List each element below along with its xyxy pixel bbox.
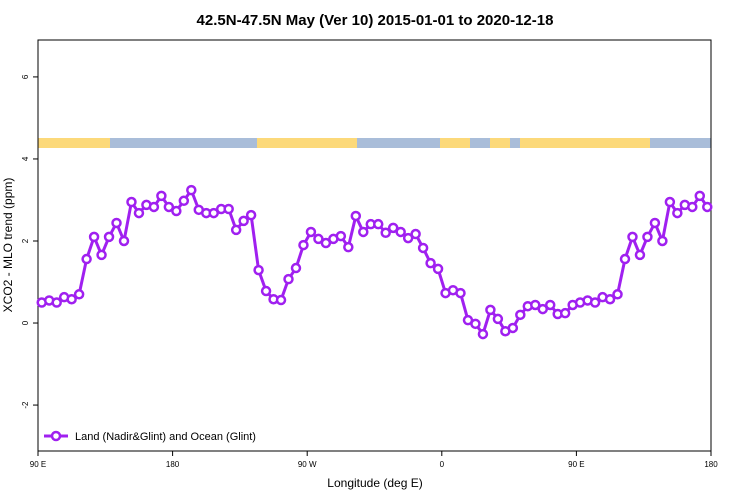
data-point <box>544 299 556 311</box>
data-point <box>410 228 421 240</box>
data-point <box>178 195 190 207</box>
x-axis-label: Longitude (deg E) <box>327 476 422 490</box>
y-tick-label: 0 <box>21 320 30 325</box>
data-point <box>171 205 182 217</box>
data-point <box>350 210 362 222</box>
data-point <box>657 235 668 247</box>
data-point <box>380 227 391 239</box>
y-tick-label: 2 <box>21 238 30 243</box>
x-tick-label: 90 W <box>298 460 317 469</box>
data-point <box>320 237 332 249</box>
data-point <box>485 304 496 316</box>
data-point <box>530 299 541 311</box>
data-point <box>642 231 653 243</box>
y-tick-label: 4 <box>21 156 30 161</box>
data-point <box>672 207 683 219</box>
data-point <box>455 287 466 299</box>
data-point <box>275 294 287 306</box>
data-point <box>559 307 571 319</box>
land-ocean-strip <box>38 138 711 148</box>
data-point <box>238 215 249 227</box>
x-tick-label: 90 E <box>30 460 46 469</box>
data-point <box>664 196 676 208</box>
data-point <box>73 289 85 300</box>
data-point <box>148 201 160 213</box>
data-point <box>163 201 175 213</box>
x-tick-label: 90 E <box>568 460 584 469</box>
data-point <box>477 328 489 340</box>
data-point <box>313 233 324 245</box>
y-axis-label: XCO2 - MLO trend (ppm) <box>1 178 15 313</box>
data-point <box>612 289 623 300</box>
legend-marker <box>50 430 62 442</box>
data-point <box>604 293 616 305</box>
data-point <box>417 242 429 254</box>
x-tick-label: 0 <box>440 460 445 469</box>
data-point <box>156 190 167 202</box>
y-tick-label: 6 <box>21 74 30 79</box>
data-point <box>253 264 264 276</box>
data-point <box>694 190 706 202</box>
data-point <box>208 207 219 219</box>
data-point <box>358 226 369 238</box>
data-point <box>96 249 107 261</box>
data-point <box>66 293 77 305</box>
data-point <box>372 218 384 230</box>
data-point <box>88 231 100 243</box>
data-point <box>305 226 317 238</box>
data-point <box>634 249 646 261</box>
data-point <box>387 222 399 234</box>
y-tick-label: -2 <box>21 401 30 409</box>
data-point <box>619 253 631 265</box>
data-point <box>133 207 145 219</box>
plot-frame <box>37 39 712 452</box>
data-point <box>649 217 661 229</box>
x-tick-label: 180 <box>704 460 718 469</box>
legend-label: Land (Nadir&Glint) and Ocean (Glint) <box>75 431 256 443</box>
data-point <box>111 217 122 229</box>
data-point <box>432 263 444 275</box>
data-point <box>515 309 526 321</box>
data-point <box>126 196 137 208</box>
data-point <box>589 297 601 308</box>
data-point <box>507 322 519 334</box>
data-point <box>627 231 638 243</box>
data-point <box>51 297 62 308</box>
data-point <box>260 285 272 297</box>
data-point <box>537 303 548 315</box>
data-point <box>702 201 713 213</box>
data-point <box>687 201 698 213</box>
data-point <box>223 203 234 215</box>
chart-title: 42.5N-47.5N May (Ver 10) 2015-01-01 to 2… <box>197 12 554 29</box>
data-point <box>402 232 414 244</box>
data-point <box>230 224 242 236</box>
data-point <box>395 226 406 238</box>
data-point <box>470 318 481 330</box>
x-tick-label: 180 <box>166 460 180 469</box>
data-point <box>343 241 354 253</box>
data-point <box>335 230 347 242</box>
data-point <box>81 253 92 265</box>
data-point <box>245 209 257 221</box>
data-point <box>118 235 130 247</box>
data-point <box>298 239 309 251</box>
data-point <box>425 257 436 269</box>
data-point <box>283 273 294 285</box>
data-point <box>186 184 197 196</box>
data-point <box>290 262 302 274</box>
data-point <box>492 313 504 325</box>
data-point <box>103 231 115 243</box>
